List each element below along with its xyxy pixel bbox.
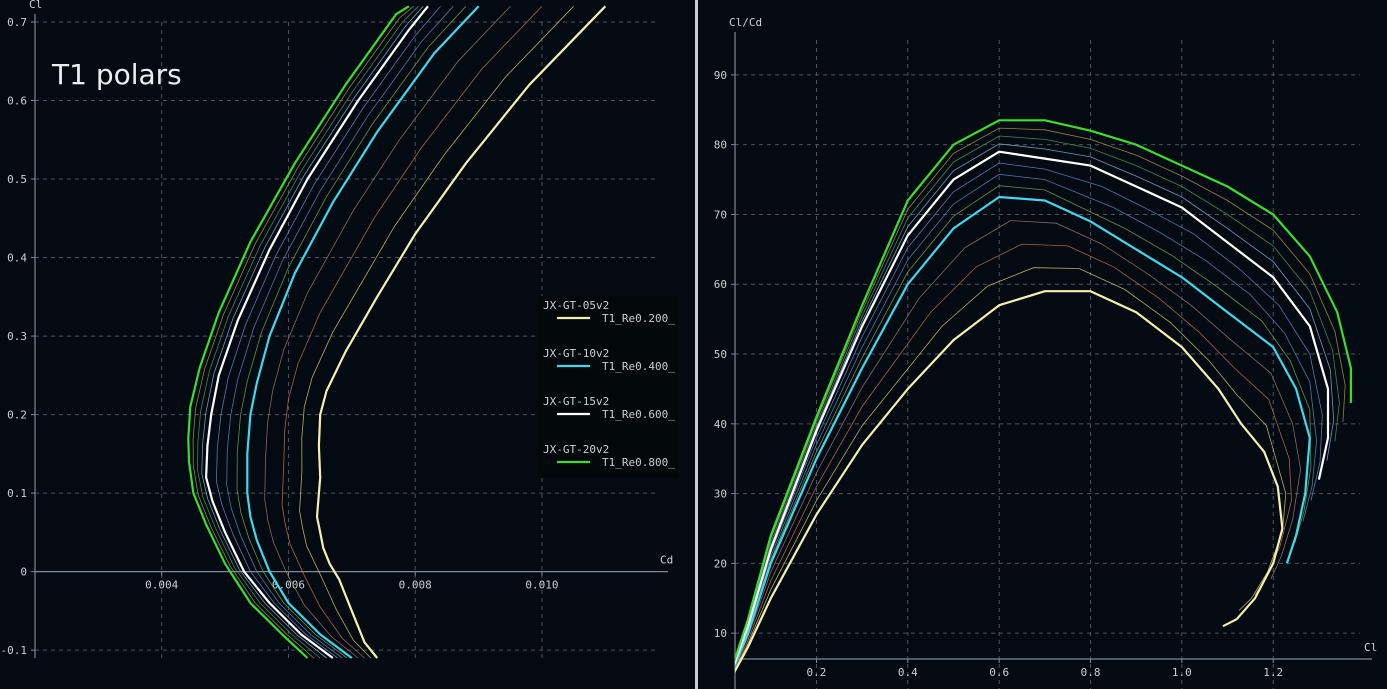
series-line-T1_Re0.400_	[735, 195, 1311, 668]
y-tick-label: 20	[714, 557, 727, 570]
y-tick-label: 0.6	[7, 95, 27, 108]
x-tick-label: 0.004	[145, 579, 178, 592]
chart-title: T1 polars	[52, 58, 182, 91]
legend-series-label: T1_Re0.800_	[602, 456, 675, 469]
y-tick-label: 10	[714, 627, 727, 640]
legend-series-label: T1_Re0.400_	[602, 360, 675, 373]
series-group	[735, 119, 1352, 674]
thin-polar-line	[735, 162, 1323, 664]
y-tick-label: 40	[714, 418, 727, 431]
legend-background	[538, 296, 678, 478]
thin-polar-line	[735, 185, 1312, 666]
y-tick-label: 0.3	[7, 330, 27, 343]
x-tick-label: 0.4	[898, 666, 918, 679]
y-tick-label: 0.2	[7, 409, 27, 422]
thin-polar-line	[192, 5, 414, 659]
series-line-T1_Re0.800_	[187, 5, 410, 659]
series-line-T1_Re0.800_	[735, 119, 1352, 663]
x-tick-label: 0.2	[807, 666, 827, 679]
thin-polar-line	[281, 6, 543, 659]
thin-polar-line	[735, 173, 1318, 665]
x-axis-title: Cd	[660, 554, 673, 567]
series-line-T1_Re0.200_	[315, 5, 607, 659]
y-tick-label: 0.1	[7, 487, 27, 500]
x-tick-label: 0.010	[525, 579, 558, 592]
thin-polar-line	[201, 6, 424, 659]
y-tick-label: 0.4	[7, 252, 27, 265]
panel-divider	[695, 0, 698, 689]
y-axis-title: Cl/Cd	[729, 16, 762, 29]
legend-group-label: JX-GT-15v2	[543, 395, 609, 408]
thin-polar-line	[735, 143, 1335, 663]
series-line-T1_Re0.600_	[735, 150, 1330, 666]
series-group	[187, 5, 607, 659]
thin-polar-line	[735, 267, 1287, 671]
x-axis-title: Cl	[1364, 641, 1377, 654]
thin-polar-line	[735, 243, 1292, 669]
x-tick-label: 1.0	[1172, 666, 1192, 679]
thin-polar-line	[735, 220, 1302, 668]
thin-polar-line	[735, 135, 1340, 662]
series-line-T1_Re0.200_	[735, 290, 1284, 674]
series-line-T1_Re0.600_	[205, 5, 429, 659]
y-tick-label: 30	[714, 488, 727, 501]
y-tick-label: 70	[714, 208, 727, 221]
legend-group-label: JX-GT-05v2	[543, 299, 609, 312]
y-tick-label: 90	[714, 69, 727, 82]
y-tick-label: 0	[20, 566, 27, 579]
thin-polar-line	[299, 6, 574, 659]
y-tick-label: 0.7	[7, 16, 27, 29]
legend-group-label: JX-GT-10v2	[543, 347, 609, 360]
legend-series-label: T1_Re0.600_	[602, 408, 675, 421]
thin-polar-line	[226, 6, 454, 659]
y-tick-label: 60	[714, 278, 727, 291]
thin-polar-line	[735, 127, 1346, 661]
thin-polar-line	[197, 6, 419, 659]
y-tick-label: -0.1	[1, 644, 28, 657]
y-tick-label: 50	[714, 348, 727, 361]
x-tick-label: 0.6	[989, 666, 1009, 679]
series-line-T1_Re0.400_	[246, 5, 480, 659]
thin-polar-line	[215, 6, 441, 659]
x-tick-label: 1.2	[1263, 666, 1283, 679]
y-axis-title: Cl	[29, 0, 42, 11]
thin-polar-line	[264, 6, 511, 659]
y-tick-label: 80	[714, 139, 727, 152]
thin-polar-line	[236, 6, 467, 659]
cl-cd-polar-chart: 0.004 0.006 0.008 0.010-0.100.10.20.30.40.5…	[1, 0, 673, 659]
y-tick-label: 0.5	[7, 173, 27, 186]
x-tick-label: 0.8	[1081, 666, 1101, 679]
x-tick-label: 0.008	[399, 579, 432, 592]
legend-group-label: JX-GT-20v2	[543, 443, 609, 456]
legend-series-label: T1_Re0.200_	[602, 312, 675, 325]
glide-ratio-chart: 0.2 0.4 0.6 0.8 1.0 1.2 10 20 30 40 50 60 70 80 90 Cl/C…	[714, 16, 1377, 689]
